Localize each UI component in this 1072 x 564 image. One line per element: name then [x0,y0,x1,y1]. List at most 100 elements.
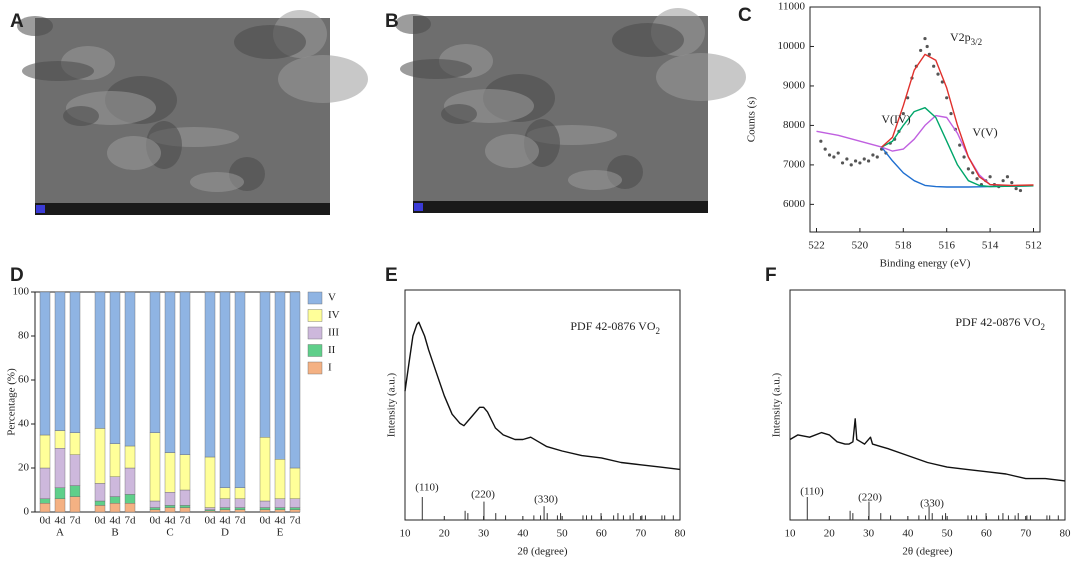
panel-label: D [10,265,24,286]
annotation: V(V) [972,125,997,139]
x-tick-label: 40 [517,528,529,540]
data-point [819,139,823,143]
data-point [823,147,827,151]
bar-segment [204,291,216,458]
bar-segment [39,434,51,469]
panel-label: E [385,265,398,286]
data-point [853,159,858,163]
peak-label: (110) [415,482,439,494]
bar-segment [219,509,231,513]
legend-swatch [307,344,323,357]
bar-segment [54,448,66,489]
annotation: PDF 42-0876 VO2 [955,315,1045,332]
bar-segment [274,507,286,511]
bar-segment [179,291,191,456]
y-tick-label: 10000 [778,40,806,52]
x-tick-label: 0d [260,515,272,527]
bar-segment [109,496,121,504]
panel-label: A [10,11,24,32]
x-tick-label: 80 [675,528,687,540]
x-tick-label: 80 [1060,528,1072,540]
bar-segment [39,503,51,513]
texture [395,14,431,34]
series-line [881,107,1034,188]
peak-label: (220) [471,489,495,501]
texture [17,16,53,36]
bar-segment [234,509,246,513]
y-tick-label: 60 [18,374,30,386]
data-point [1014,186,1018,191]
y-axis-label: Percentage (%) [6,368,18,436]
bar-segment [274,459,286,500]
data-point [923,36,927,41]
x-tick-label: 20 [824,528,836,540]
bar-segment [179,454,191,491]
texture [22,61,94,81]
x-tick-label: 4d [55,515,67,527]
bar-segment [164,507,176,513]
y-tick-label: 8000 [783,119,806,131]
group-label: B [111,527,118,539]
y-tick-label: 100 [13,286,30,298]
x-tick-label: 30 [863,528,875,540]
bar-segment [179,505,191,508]
bar-segment [274,509,286,513]
texture [190,172,244,192]
legend-label: II [328,344,336,356]
bar-segment [54,498,66,513]
bar-segment [164,492,176,506]
series-line [881,53,1034,187]
x-tick-label: 7d [235,515,247,527]
data-point [875,155,879,159]
group-label: C [166,527,173,539]
annotation-text: PDF 42-0876 VO [955,315,1040,329]
texture [234,25,306,59]
bar-segment [149,509,161,513]
x-tick-label: 10 [785,528,797,540]
bar-segment [69,432,81,455]
plot-frame [809,6,1041,233]
x-tick-label: 516 [938,240,955,252]
bar-segment [149,291,161,434]
x-tick-label: 522 [808,240,825,252]
annotation-subscript: 2 [1041,322,1046,332]
bar-segment [164,452,176,493]
bar-segment [274,498,286,508]
annotation-text: V(V) [972,125,997,139]
panel-label: B [385,11,399,32]
x-tick-label: 0d [40,515,52,527]
bar-segment [69,291,81,434]
info-bar [35,203,330,215]
texture [278,55,368,103]
legend-label: V [328,292,336,304]
legend-label: I [328,362,332,374]
bar-segment [179,507,191,513]
legend-swatch [307,291,323,305]
texture [400,59,472,79]
bar-segment [234,291,246,489]
legend-label: III [328,327,339,339]
x-tick-label: 60 [596,528,608,540]
bar-segment [274,291,286,460]
series-line [816,114,1034,187]
data-point [927,52,931,56]
data-point [1018,188,1023,193]
x-tick-label: 518 [895,240,912,252]
plot-frame [789,289,1066,521]
x-tick-label: 10 [400,528,412,540]
data-point [871,153,875,157]
x-tick-label: 70 [1020,528,1032,540]
y-tick-label: 40 [18,418,30,430]
bar-segment [149,507,161,511]
annotation-text: PDF 42-0876 VO [570,319,655,333]
data-point [988,175,992,179]
bar-segment [289,498,301,508]
x-tick-label: 4d [165,515,177,527]
data-point [849,163,853,167]
bar-segment [39,291,51,436]
bar-segment [179,489,191,506]
bar-segment [69,485,81,497]
bar-segment [124,494,136,504]
data-point [925,44,929,49]
